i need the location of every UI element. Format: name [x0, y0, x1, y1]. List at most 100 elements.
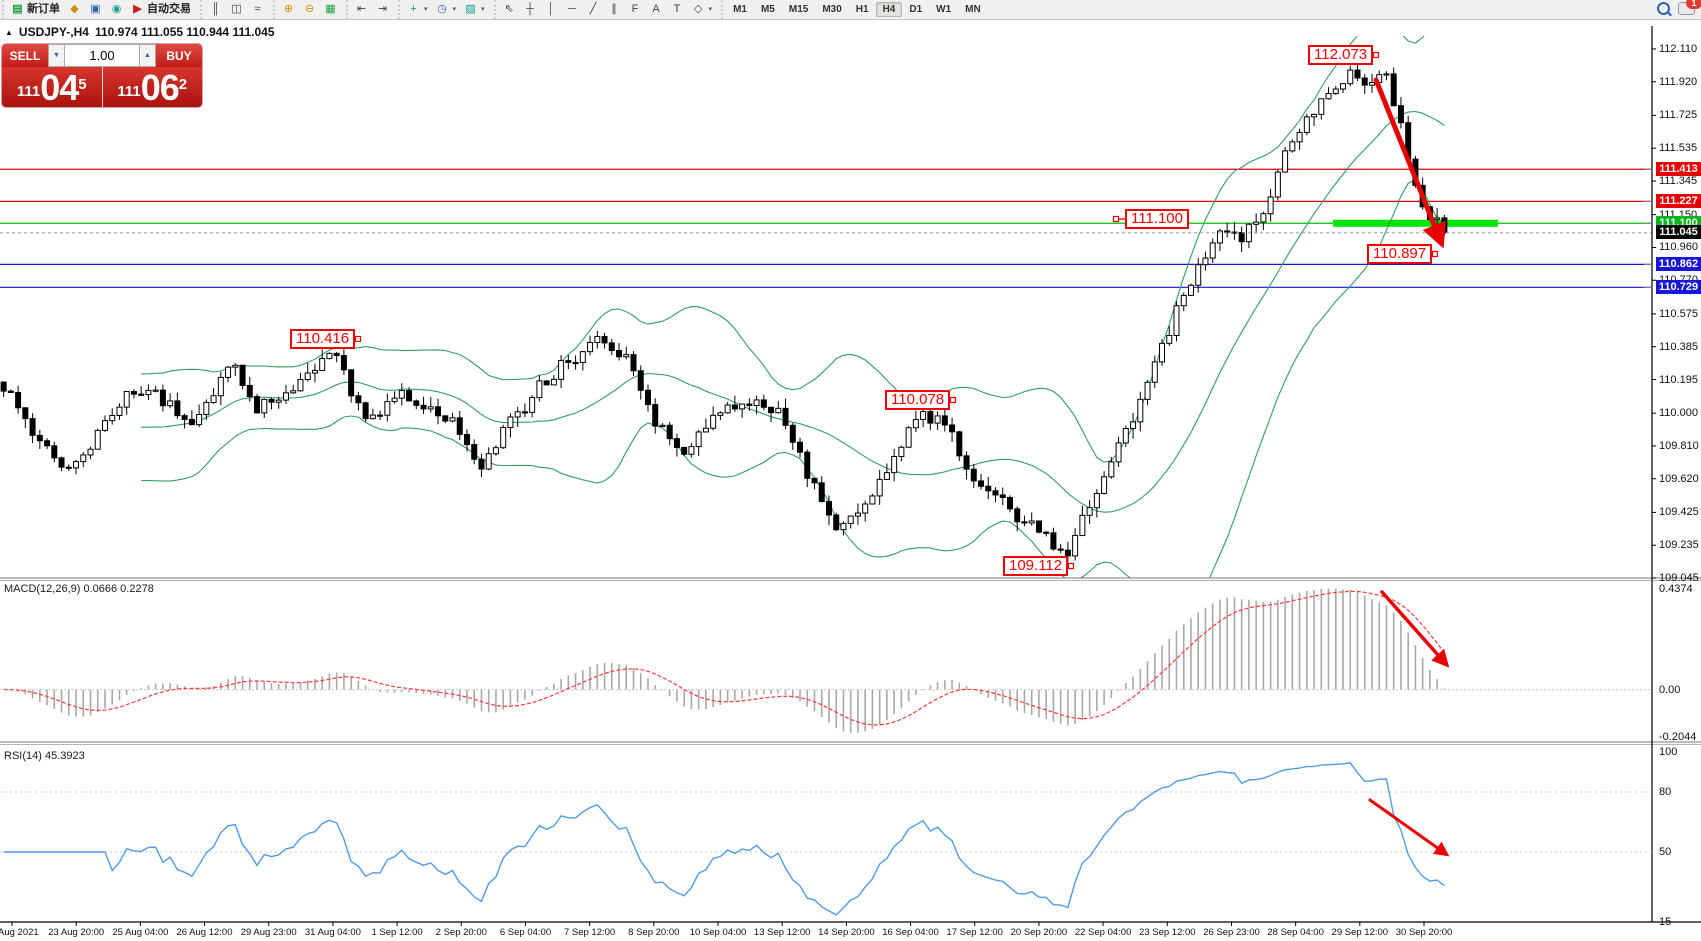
price-annotation[interactable]: 110.078 [885, 390, 951, 410]
volume-input[interactable] [65, 47, 139, 64]
price-annotation[interactable]: 110.416 [290, 329, 356, 349]
rsi-axis-label: 80 [1659, 786, 1672, 798]
price-axis-tick: 111.345 [1659, 175, 1698, 187]
timeframe-h4-button[interactable]: H4 [875, 2, 903, 17]
price-axis-tick: 111.725 [1659, 109, 1698, 122]
text-label-icon: T [673, 3, 681, 15]
buy-button[interactable]: BUY [156, 44, 202, 67]
add-indicator-dropdown-icon[interactable]: ▾ [424, 6, 428, 13]
price-annotation[interactable]: 112.073 [1308, 45, 1374, 65]
time-axis-label: 17 Sep 12:00 [946, 927, 1003, 938]
period-selector-dropdown-icon[interactable]: ▾ [452, 6, 457, 13]
zoom-in-icon[interactable]: ⊕ [278, 1, 299, 18]
shapes-icon[interactable]: ◇ ▾ [688, 1, 717, 18]
timeframe-h1-button[interactable]: H1 [855, 4, 869, 15]
template-selector-dropdown-icon[interactable]: ▾ [481, 6, 485, 13]
time-axis-label: 22 Sep 04:00 [1074, 927, 1132, 938]
timeframe-m15-button[interactable]: M15 [788, 4, 809, 15]
timeframe-m1-button[interactable]: M1 [733, 4, 747, 15]
equidistant-channel-icon[interactable]: ∥ [604, 1, 625, 18]
time-axis-label: 2 Sep 20:00 [435, 927, 487, 938]
vertical-line-icon: │ [547, 3, 555, 15]
price-line-badge: 110.729 [1656, 279, 1701, 294]
candlestick-chart-icon[interactable]: ◫ [226, 1, 247, 18]
price-annotation[interactable]: 111.100 [1125, 209, 1189, 229]
toolbar-group-zoom: ⊕ ⊖ ▦ [273, 0, 344, 19]
timeframe-m30-button[interactable]: M30 [822, 4, 842, 15]
time-axis-label: 28 Sep 04:00 [1267, 927, 1324, 938]
equidistant-channel-icon: ∥ [611, 3, 617, 15]
text-label-icon[interactable]: T [667, 1, 688, 18]
time-axis-label: 29 Aug 23:00 [240, 927, 297, 938]
price-line-badge: 111.413 [1656, 161, 1701, 176]
price-annotation[interactable]: 109.112 [1003, 556, 1069, 576]
macd-axis-max: 0.4374 [1659, 583, 1693, 595]
macd-axis-zero: 0.00 [1659, 683, 1681, 696]
time-axis-label: 25 Aug 04:00 [112, 927, 169, 938]
macd-indicator-label: MACD(12,26,9) 0.0666 0.2278 [4, 583, 154, 595]
timeframe-mn-button[interactable]: MN [965, 4, 981, 15]
rsi-axis-label: 15 [1659, 916, 1672, 928]
horizontal-line-icon[interactable]: ─ [562, 1, 583, 18]
tile-windows-icon: ▦ [325, 3, 336, 15]
main-toolbar: ▤ 新订单 ◆ ▣ ◉ ▶ 自动交易 ║ ◫ ≈ ⊕ ⊖ ▦ ⇤ ⇥ + ▾ ◷ ▾ ▨ ▾ ⇖ ┼ │ ─ ╱ ∥ F A T ◇ ▾ M1… [0, 0, 1701, 20]
sell-price[interactable]: 111 04 5 [2, 67, 103, 107]
community-icon[interactable]: ▣ [85, 1, 106, 18]
period-selector-icon[interactable]: ◷ ▾ [432, 1, 461, 18]
timeframe-d1-button[interactable]: D1 [909, 4, 923, 15]
time-axis-label: 10 Sep 04:00 [689, 927, 747, 938]
crosshair-icon[interactable]: ┼ [520, 1, 541, 18]
fibonacci-retracement-icon[interactable]: F [625, 1, 646, 18]
zoom-in-icon: ⊕ [283, 3, 294, 15]
buy-price[interactable]: 111 06 2 [117, 67, 188, 107]
timeframe-m5-button[interactable]: M5 [760, 4, 775, 15]
timeframe-w1-button[interactable]: W1 [936, 4, 952, 15]
zoom-out-icon[interactable]: ⊖ [299, 1, 320, 18]
auto-scroll-icon[interactable]: ⇤ [351, 1, 372, 18]
notifications-icon[interactable]: 1 [1678, 0, 1701, 18]
signals-icon: ◉ [111, 3, 122, 15]
signals-icon[interactable]: ◉ [106, 1, 127, 18]
time-axis-label: 31 Aug 04:00 [304, 927, 361, 938]
text-icon[interactable]: A [646, 1, 667, 18]
macd-axis-min: -0.2044 [1659, 731, 1697, 743]
deposit-icon[interactable]: ◆ [64, 1, 85, 18]
price-axis-tick: 109.810 [1659, 440, 1699, 452]
fibonacci-retracement-icon: F [631, 3, 639, 15]
price-axis-tick: 112.110 [1659, 42, 1698, 55]
price-axis-tick: 110.195 [1659, 373, 1698, 386]
symbol-ohlc-values: 110.974 111.055 110.944 111.045 [94, 25, 275, 39]
price-axis-tick: 110.960 [1659, 241, 1698, 254]
cursor-icon[interactable]: ⇖ [499, 1, 520, 18]
bar-chart-icon[interactable]: ║ [205, 1, 226, 18]
price-axis-tick: 111.535 [1659, 142, 1698, 155]
price-axis-tick: 109.235 [1659, 539, 1699, 552]
new-order-button[interactable]: ▤ 新订单 [12, 3, 60, 15]
autotrading-button[interactable]: ▶ 自动交易 [127, 1, 195, 18]
price-line-badge: 110.862 [1656, 256, 1701, 271]
symbol-ohlc-bar: ▲ USDJPY-,H4 110.974 111.055 110.944 111… [5, 25, 275, 39]
time-axis-label: 23 Sep 12:00 [1139, 927, 1196, 938]
add-indicator-icon[interactable]: + ▾ [403, 1, 432, 18]
price-axis-tick: 110.385 [1659, 340, 1698, 353]
time-axis-label: 26 Sep 23:00 [1203, 927, 1260, 938]
template-selector-icon[interactable]: ▨ ▾ [460, 1, 489, 18]
line-chart-icon[interactable]: ≈ [247, 1, 268, 18]
price-line-badge: 111.045 [1656, 225, 1701, 240]
crosshair-icon: ┼ [526, 3, 534, 15]
tile-windows-icon[interactable]: ▦ [320, 1, 341, 18]
time-axis-label: 14 Sep 20:00 [818, 927, 875, 938]
volume-increase-button[interactable]: ▲ [139, 44, 156, 67]
price-annotation[interactable]: 110.897 [1367, 244, 1433, 264]
search-icon[interactable] [1657, 1, 1670, 18]
period-selector-icon: ◷ [437, 3, 447, 15]
volume-decrease-button[interactable]: ▼ [48, 44, 65, 67]
trendline-icon[interactable]: ╱ [583, 1, 604, 18]
shapes-dropdown-icon[interactable]: ▾ [708, 6, 713, 13]
time-axis-label: 23 Aug 20:00 [48, 927, 105, 938]
chart-shift-icon[interactable]: ⇥ [372, 1, 393, 18]
sell-button[interactable]: SELL [2, 44, 48, 67]
vertical-line-icon[interactable]: │ [541, 1, 562, 18]
